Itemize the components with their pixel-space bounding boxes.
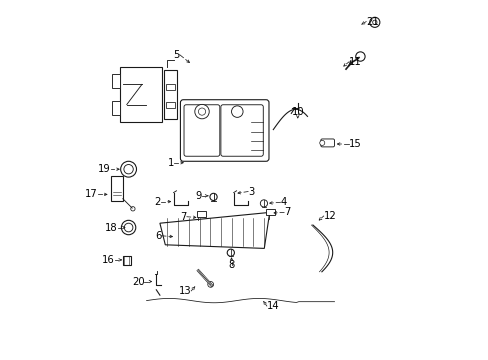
Circle shape: [121, 220, 136, 235]
Bar: [265, 209, 274, 215]
Text: 2: 2: [154, 197, 161, 207]
Circle shape: [260, 200, 267, 207]
Bar: [197, 211, 205, 217]
Circle shape: [227, 249, 234, 256]
Text: 6: 6: [155, 231, 162, 241]
Text: 20: 20: [132, 276, 144, 287]
Circle shape: [121, 161, 136, 177]
Text: 3: 3: [247, 186, 254, 197]
Text: 13: 13: [178, 286, 191, 296]
Text: 10: 10: [291, 107, 304, 117]
Bar: [165, 84, 175, 90]
Text: 1: 1: [167, 158, 174, 168]
Text: 7: 7: [284, 207, 290, 217]
Text: 17: 17: [85, 189, 98, 199]
Text: 16: 16: [102, 255, 115, 265]
Text: 4: 4: [280, 197, 286, 207]
Circle shape: [198, 108, 205, 115]
Text: 8: 8: [228, 260, 234, 270]
Bar: [122, 256, 130, 265]
FancyBboxPatch shape: [221, 105, 263, 156]
Text: 19: 19: [98, 164, 110, 174]
Circle shape: [194, 104, 209, 119]
Circle shape: [123, 165, 133, 174]
Circle shape: [209, 193, 217, 201]
Text: 21: 21: [366, 17, 378, 27]
Circle shape: [124, 223, 133, 232]
Polygon shape: [160, 212, 269, 248]
Circle shape: [130, 207, 135, 211]
Circle shape: [369, 17, 379, 27]
Text: 18: 18: [105, 222, 118, 233]
Bar: [112, 101, 120, 115]
Bar: [120, 67, 162, 122]
FancyBboxPatch shape: [320, 139, 334, 147]
Circle shape: [231, 106, 243, 117]
Bar: [111, 176, 122, 201]
Text: 7: 7: [180, 212, 186, 222]
FancyBboxPatch shape: [180, 100, 268, 161]
Bar: [165, 102, 175, 108]
Text: 14: 14: [266, 301, 279, 311]
Text: 11: 11: [348, 57, 361, 67]
Text: 12: 12: [323, 211, 336, 221]
Text: 9: 9: [195, 191, 202, 201]
Bar: [112, 74, 120, 88]
FancyBboxPatch shape: [183, 105, 219, 156]
Text: 5: 5: [173, 50, 179, 60]
Circle shape: [372, 20, 376, 24]
Circle shape: [319, 140, 324, 145]
Circle shape: [355, 52, 365, 61]
Bar: [163, 70, 177, 119]
Text: 15: 15: [348, 139, 361, 149]
Circle shape: [207, 282, 213, 287]
